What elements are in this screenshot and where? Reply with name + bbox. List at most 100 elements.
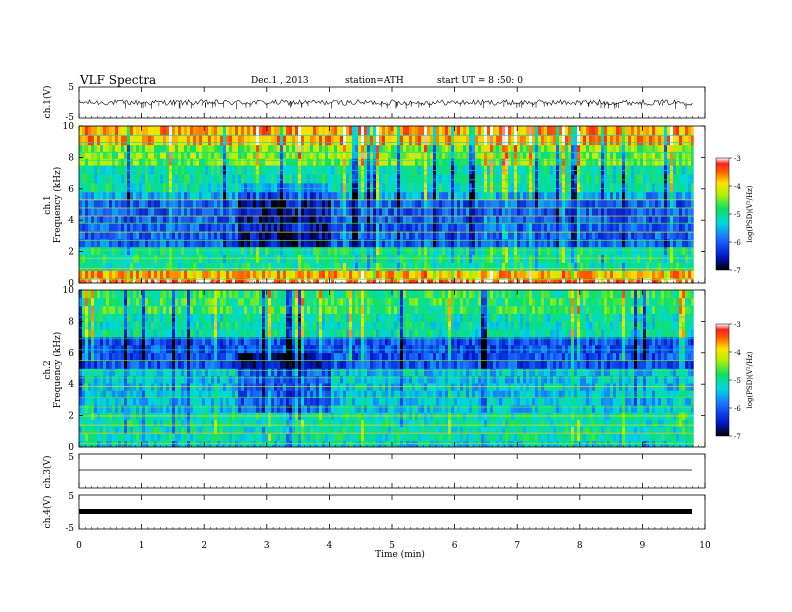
spectrogram-cell: [577, 183, 581, 193]
spectrogram-cell: [127, 313, 131, 322]
spectrogram-cell: [88, 191, 92, 201]
spectrogram-cell: [97, 440, 101, 448]
spectrogram-cell: [151, 390, 155, 399]
spectrogram-cell: [664, 199, 668, 208]
spectrogram-cell: [328, 144, 332, 152]
spectrogram-cell: [289, 262, 293, 271]
spectrogram-cell: [217, 199, 221, 208]
spectrogram-cell: [160, 329, 164, 338]
spectrogram-cell: [325, 262, 329, 271]
spectrogram-cell: [655, 174, 659, 184]
spectrogram-cell: [94, 207, 98, 216]
spectrogram-cell: [118, 390, 122, 399]
spectrogram-cell: [223, 158, 227, 166]
spectrogram-cell: [610, 270, 614, 279]
spectrogram-cell: [478, 126, 482, 136]
spectrogram-cell: [439, 158, 443, 166]
spectrogram-cell: [184, 344, 188, 354]
spectrogram-cell: [598, 207, 602, 216]
spectrogram-cell: [571, 246, 575, 256]
spectrogram-cell: [310, 278, 314, 284]
spectrogram-cell: [178, 321, 182, 330]
spectrogram-cell: [154, 337, 158, 346]
spectrogram-cell: [79, 183, 83, 193]
spectrogram-cell: [298, 135, 302, 146]
spectrogram-cell: [274, 246, 278, 256]
spectrogram-cell: [232, 262, 236, 271]
spectrogram-cell: [472, 231, 476, 240]
spectrogram-cell: [556, 207, 560, 216]
spectrogram-cell: [295, 246, 299, 256]
spectrogram-cell: [598, 174, 602, 184]
spectrogram-cell: [364, 254, 368, 263]
spectrogram-cell: [670, 199, 674, 208]
spectrogram-cell: [565, 144, 569, 152]
spectrogram-cell: [280, 183, 284, 193]
spectrogram-cell: [157, 360, 161, 369]
spectrogram-cell: [502, 165, 506, 175]
spectrogram-cell: [550, 126, 554, 136]
spectrogram-cell: [109, 426, 113, 434]
spectrogram-cell: [103, 426, 107, 434]
spectrogram-cell: [466, 223, 470, 232]
spectrogram-cell: [607, 165, 611, 175]
spectrogram-cell: [97, 135, 101, 146]
spectrogram-cell: [163, 375, 167, 384]
spectrogram-cell: [328, 239, 332, 248]
spectrogram-cell: [568, 144, 572, 152]
spectrogram-cell: [268, 126, 272, 136]
spectrogram-cell: [286, 223, 290, 232]
spectrogram-cell: [673, 254, 677, 263]
spectrogram-cell: [256, 239, 260, 248]
spectrogram-cell: [568, 158, 572, 166]
spectrogram-cell: [166, 290, 170, 299]
spectrogram-cell: [493, 165, 497, 175]
spectrogram-cell: [196, 144, 200, 152]
spectrogram-cell: [121, 215, 125, 224]
spectrogram-cell: [397, 254, 401, 263]
spectrogram-cell: [301, 191, 305, 201]
spectrogram-cell: [163, 426, 167, 434]
spectrogram-cell: [625, 183, 629, 193]
spectrogram-cell: [109, 191, 113, 201]
spectrogram-cell: [175, 231, 179, 240]
spectrogram-cell: [229, 262, 233, 271]
spectrogram-cell: [598, 191, 602, 201]
spectrogram-cell: [355, 191, 359, 201]
spectrogram-cell: [601, 165, 605, 175]
spectrogram-cell: [592, 199, 596, 208]
spectrogram-cell: [475, 246, 479, 256]
spectrogram-cell: [91, 270, 95, 279]
spectrogram-cell: [556, 278, 560, 284]
spectrogram-cell: [124, 270, 128, 279]
spectrogram-cell: [580, 151, 584, 159]
spectrogram-cell: [289, 246, 293, 256]
spectrogram-cell: [487, 151, 491, 159]
spectrogram-cell: [142, 223, 146, 232]
spectrogram-cell: [244, 246, 248, 256]
spectrogram-cell: [544, 199, 548, 208]
spectrogram-cell: [580, 183, 584, 193]
spectrogram-cell: [151, 165, 155, 175]
spectrogram-cell: [178, 135, 182, 146]
spectrogram-cell: [322, 144, 326, 152]
spectrogram-cell: [406, 135, 410, 146]
spectrogram-cell: [91, 329, 95, 338]
spectrogram-cell: [370, 207, 374, 216]
spectrogram-cell: [169, 207, 173, 216]
spectrogram-cell: [241, 246, 245, 256]
spectrogram-cell: [598, 151, 602, 159]
spectrogram-cell: [487, 165, 491, 175]
spectrogram-cell: [463, 262, 467, 271]
spectrogram-cell: [184, 313, 188, 322]
spectrogram-cell: [85, 433, 89, 442]
spectrogram-cell: [565, 223, 569, 232]
spectrogram-cell: [217, 215, 221, 224]
spectrogram-cell: [421, 165, 425, 175]
spectrogram-cell: [97, 305, 101, 314]
spectrogram-cell: [190, 246, 194, 256]
spectrogram-cell: [106, 440, 110, 448]
spectrogram-cell: [202, 183, 206, 193]
spectrogram-cell: [187, 239, 191, 248]
spectrogram-cell: [118, 278, 122, 284]
